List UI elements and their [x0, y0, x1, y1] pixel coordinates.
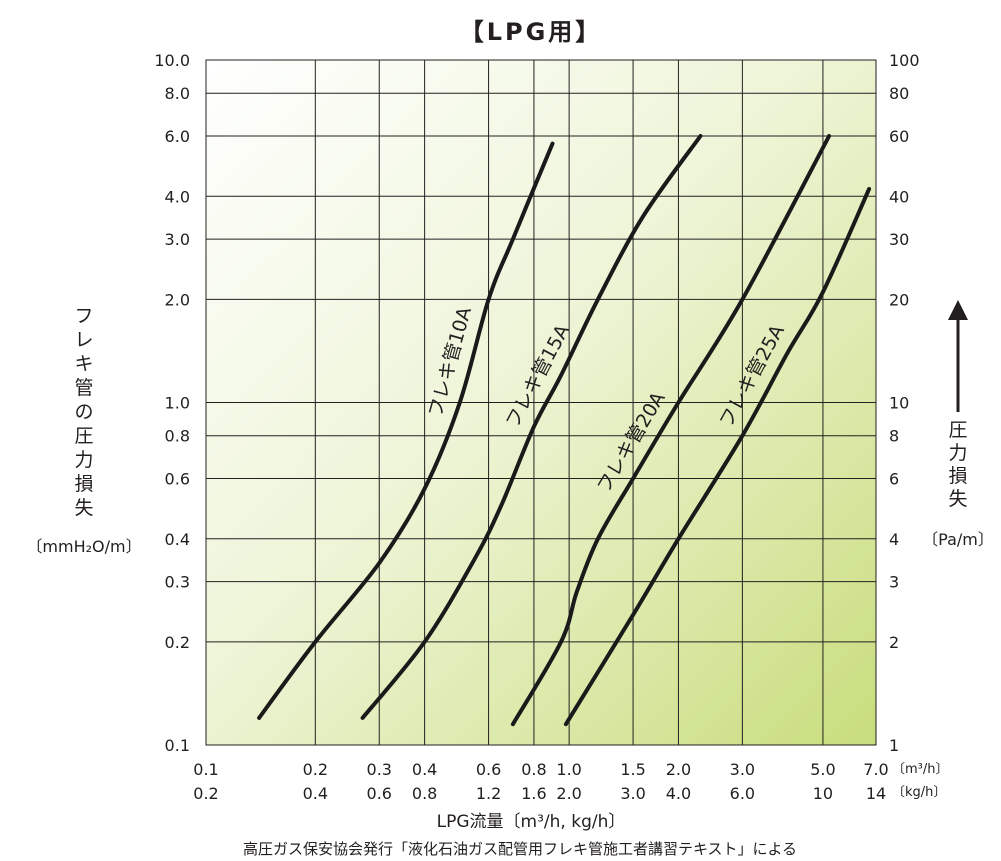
series-line-1 — [257, 141, 555, 720]
x-tick-label-m3h-5: 0.8 — [521, 760, 546, 779]
x-tick-label-kgh-11: 14 — [866, 784, 886, 803]
chart-title: 【LPG用】 — [460, 18, 603, 46]
y-right-tick-label-4: 6 — [889, 469, 899, 488]
x-tick-label-m3h-0: 0.1 — [193, 760, 218, 779]
y-right-tick-label-0: 1 — [889, 736, 899, 755]
x-tick-label-m3h-1: 0.2 — [303, 760, 328, 779]
x-tick-label-kgh-4: 1.2 — [476, 784, 501, 803]
x-tick-label-kgh-1: 0.4 — [303, 784, 328, 803]
series-line-2 — [360, 134, 703, 720]
y-left-tick-label-1: 0.2 — [165, 633, 190, 652]
x-tick-label-m3h-9: 3.0 — [730, 760, 755, 779]
y-left-title-char-1: レ — [74, 329, 93, 351]
y-right-tick-label-5: 8 — [889, 427, 899, 446]
x-tick-label-kgh-7: 3.0 — [620, 784, 645, 803]
x-tick-label-kgh-6: 2.0 — [556, 784, 581, 803]
y-right-tick-label-7: 20 — [889, 290, 909, 309]
x-tick-label-kgh-8: 4.0 — [666, 784, 691, 803]
y-left-tick-label-12: 10.0 — [154, 51, 190, 70]
x-tick-label-m3h-8: 2.0 — [666, 760, 691, 779]
y-left-tick-label-10: 6.0 — [165, 127, 190, 146]
x-tick-label-kgh-10: 10 — [813, 784, 833, 803]
x-tick-label-m3h-3: 0.4 — [412, 760, 437, 779]
y-left-tick-label-0: 0.1 — [165, 736, 190, 755]
y-left-tick-label-6: 1.0 — [165, 394, 190, 413]
y-right-title-char-2: 損 — [948, 465, 967, 487]
y-left-tick-labels: 0.1 0.2 0.3 0.4 0.6 0.8 1.0 2.0 3.0 4.0 6.0 8.0 10.0 — [154, 51, 190, 755]
x-tick-label-m3h-4: 0.6 — [476, 760, 501, 779]
y-left-tick-label-4: 0.6 — [165, 469, 190, 488]
y-left-tick-label-8: 3.0 — [165, 230, 190, 249]
x-tick-label-kgh-2: 0.6 — [367, 784, 392, 803]
y-right-tick-label-2: 3 — [889, 573, 899, 592]
y-left-tick-label-3: 0.4 — [165, 530, 190, 549]
y-right-tick-label-10: 60 — [889, 127, 909, 146]
y-right-unit: 〔Pa/m〕 — [922, 530, 994, 549]
x-tick-label-m3h-2: 0.3 — [367, 760, 392, 779]
y-right-title-char-0: 圧 — [948, 419, 967, 441]
y-left-tick-label-11: 8.0 — [165, 84, 190, 103]
series-curves — [257, 134, 872, 727]
y-left-title-char-5: 圧 — [74, 425, 93, 447]
y-right-tick-label-11: 80 — [889, 84, 909, 103]
y-right-tick-label-9: 40 — [889, 187, 909, 206]
x-tick-label-kgh-5: 1.6 — [521, 784, 546, 803]
y-left-unit: 〔mmH₂O/m〕 — [26, 537, 141, 556]
y-right-tick-label-3: 4 — [889, 530, 899, 549]
y-left-title-char-8: 失 — [74, 497, 93, 519]
y-right-title-char-1: 力 — [948, 442, 967, 464]
y-left-tick-label-2: 0.3 — [165, 573, 190, 592]
series-line-4 — [563, 187, 872, 727]
y-right-tick-label-8: 30 — [889, 230, 909, 249]
x-tick-label-kgh-9: 6.0 — [730, 784, 755, 803]
y-left-tick-label-7: 2.0 — [165, 290, 190, 309]
y-left-title-char-3: 管 — [74, 377, 93, 399]
x-tick-label-m3h-6: 1.0 — [556, 760, 581, 779]
y-right-title-char-3: 失 — [948, 488, 967, 510]
y-left-title-char-4: の — [74, 401, 93, 423]
y-right-tick-label-12: 100 — [889, 51, 920, 70]
x-unit-m3h: 〔m³/h〕 — [892, 762, 949, 777]
y-left-title-char-0: フ — [74, 305, 93, 327]
y-left-title-char-7: 損 — [74, 473, 93, 495]
x-tick-label-m3h-11: 7.0 — [863, 760, 888, 779]
y-left-title-char-6: 力 — [74, 449, 93, 471]
horizontal-gridlines — [206, 59, 876, 746]
x-tick-label-kgh-3: 0.8 — [412, 784, 437, 803]
y-left-title-char-2: キ — [74, 353, 93, 375]
footnote: 高圧ガス保安協会発行「液化石油ガス配管用フレキ管施工者講習テキスト」による — [243, 840, 797, 858]
x-tick-label-m3h-10: 5.0 — [810, 760, 835, 779]
y-left-tick-label-9: 4.0 — [165, 187, 190, 206]
series-line-3 — [510, 134, 832, 727]
y-left-tick-label-5: 0.8 — [165, 427, 190, 446]
y-right-tick-label-6: 10 — [889, 394, 909, 413]
x-unit-kgh: 〔kg/h〕 — [892, 785, 946, 800]
plot-border — [205, 59, 877, 746]
x-tick-labels: 0.1 0.2 0.2 0.4 0.3 0.6 0.4 0.8 0.6 1.2 0.8 1.6 1.0 2… — [193, 760, 888, 803]
x-axis-label: LPG流量〔m³/h, kg/h〕 — [437, 812, 626, 832]
y-right-tick-labels: 1 2 3 4 6 8 10 20 30 40 60 80 100 — [889, 51, 920, 755]
x-tick-label-m3h-7: 1.5 — [620, 760, 645, 779]
y-right-tick-label-1: 2 — [889, 633, 899, 652]
y-right-arrow-icon — [948, 300, 968, 412]
x-tick-label-kgh-0: 0.2 — [193, 784, 218, 803]
